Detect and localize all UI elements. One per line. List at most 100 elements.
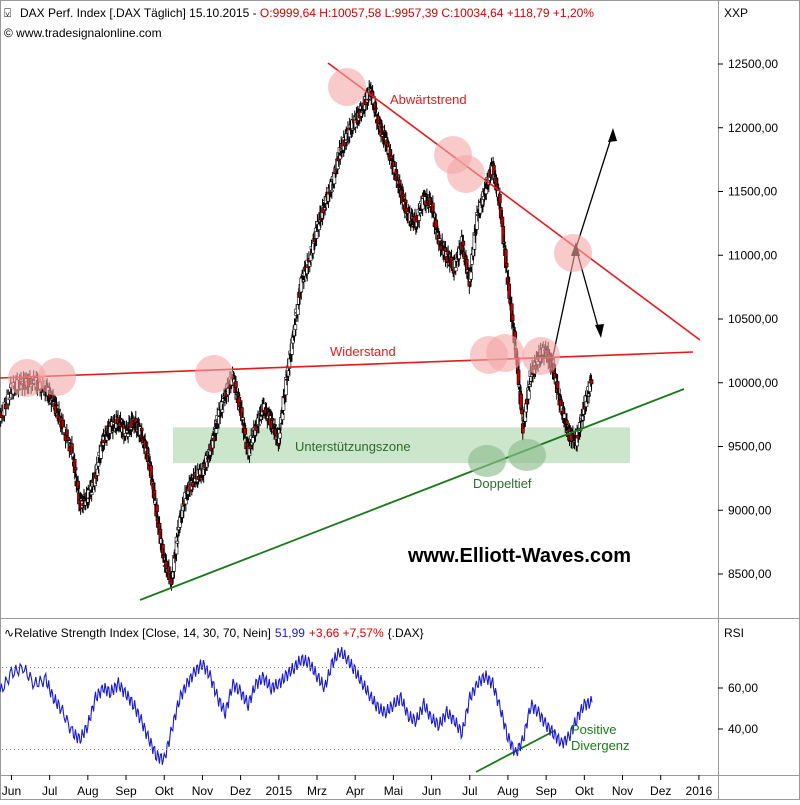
price-candle-body <box>124 427 129 430</box>
price-candle-body <box>314 231 319 239</box>
highlight-jun-top <box>8 359 46 397</box>
price-candle-body <box>236 393 241 397</box>
price-candle-body <box>172 555 176 572</box>
price-candle-body <box>251 437 255 444</box>
highlight-jul-top <box>38 358 76 396</box>
price-candle <box>270 412 275 428</box>
price-candle <box>111 423 115 440</box>
price-candle-body <box>453 267 458 272</box>
price-candle-body <box>285 378 289 381</box>
price-candle-body <box>278 432 282 439</box>
price-candle-body <box>7 397 12 401</box>
price-candle <box>431 195 435 218</box>
price-candle <box>519 386 523 414</box>
rsi-axis-label: 40,00 <box>728 722 758 736</box>
price-candle <box>87 492 91 506</box>
rsi-axis-code: RSI <box>724 626 744 640</box>
price-candle <box>526 385 531 405</box>
price-axis-label: 10500,00 <box>728 312 778 326</box>
time-axis-label: Dez <box>650 784 671 798</box>
price-candle <box>161 540 165 563</box>
price-candle-body <box>576 435 580 439</box>
price-candle-body <box>118 417 123 421</box>
time-axis-label: Sep <box>115 784 137 798</box>
price-candle-body <box>299 277 304 293</box>
price-candle-body <box>3 403 8 410</box>
time-axis-label: Okt <box>155 784 174 798</box>
price-candle <box>380 120 384 135</box>
price-candle <box>453 259 458 276</box>
price-candle <box>214 422 219 441</box>
price-candle <box>7 391 12 406</box>
price-candle-body <box>589 379 594 385</box>
price-candle <box>243 422 248 439</box>
price-candle-body <box>270 418 275 421</box>
price-candle-body <box>527 384 532 387</box>
price-candle-body <box>506 276 511 283</box>
price-candle <box>89 487 94 502</box>
rsi-axis-label: 60,00 <box>728 681 758 695</box>
rsi-title: ∿Relative Strength Index [Close, 14, 30,… <box>4 626 424 640</box>
price-candle <box>437 231 442 247</box>
double-bottom-label: Doppeltief <box>473 476 532 491</box>
price-candle-body <box>431 211 436 214</box>
price-candle <box>440 233 444 250</box>
time-axis-label: Dez <box>230 784 251 798</box>
price-candle-body <box>212 437 216 442</box>
time-axis-label: Sep <box>535 784 557 798</box>
time-axis-label: Jun <box>422 784 441 798</box>
price-candle-body <box>155 504 159 513</box>
price-candle-body <box>484 188 489 195</box>
price-candle-body <box>587 393 591 397</box>
price-candle-body <box>126 433 130 437</box>
price-candle-body <box>139 427 144 432</box>
price-candle-body <box>329 181 333 193</box>
highlight-dez-top <box>195 355 233 393</box>
downtrend-line <box>327 62 701 341</box>
rsi-value: 51,99 <box>275 626 305 640</box>
price-candle <box>510 310 515 328</box>
support-zone-label: Unterstützungszone <box>295 439 411 454</box>
price-candle <box>329 177 333 197</box>
price-candle-body <box>351 128 355 131</box>
positive-divergence-label-2: Divergenz <box>571 738 630 753</box>
time-axis-label: 2016 <box>686 784 713 798</box>
price-candle-body <box>257 424 261 426</box>
time-axis-label: Mai <box>384 784 403 798</box>
price-candle-body <box>389 155 394 159</box>
price-candle-body <box>149 465 153 479</box>
price-candle-body <box>220 409 225 413</box>
price-candle-body <box>581 415 585 421</box>
price-candle-body <box>397 179 402 185</box>
price-candle <box>278 427 282 446</box>
rsi-title-icon: ∿ <box>4 626 14 640</box>
price-candle-body <box>146 453 151 456</box>
price-candle <box>284 369 288 403</box>
price-candle-body <box>520 409 524 415</box>
price-candle-body <box>240 417 245 421</box>
price-candle-body <box>302 279 306 283</box>
highlight-apr-peak <box>328 68 366 106</box>
price-candle <box>330 183 334 199</box>
price-candle-body <box>211 435 215 449</box>
price-axis-label: 11500,00 <box>728 185 777 199</box>
price-candle <box>54 397 59 414</box>
price-candle-body <box>163 559 168 562</box>
rsi-change: +3,66 +7,57% <box>309 626 384 640</box>
time-axis-label: Jul <box>462 784 477 798</box>
price-candle-body <box>431 202 435 214</box>
price-candle <box>584 395 589 412</box>
price-candle-body <box>190 482 195 487</box>
price-candle-body <box>307 261 312 267</box>
price-candle <box>73 461 78 478</box>
price-candle <box>257 418 261 434</box>
price-candle-body <box>417 214 422 221</box>
price-axis-label: 8500,00 <box>728 567 772 581</box>
price-candle <box>287 353 292 376</box>
price-candle-body <box>234 381 238 388</box>
price-candle-body <box>502 241 506 244</box>
price-candle-body <box>184 498 188 505</box>
price-candle-body <box>243 428 248 435</box>
price-candle-body <box>380 126 384 128</box>
price-candle-body <box>501 226 506 245</box>
